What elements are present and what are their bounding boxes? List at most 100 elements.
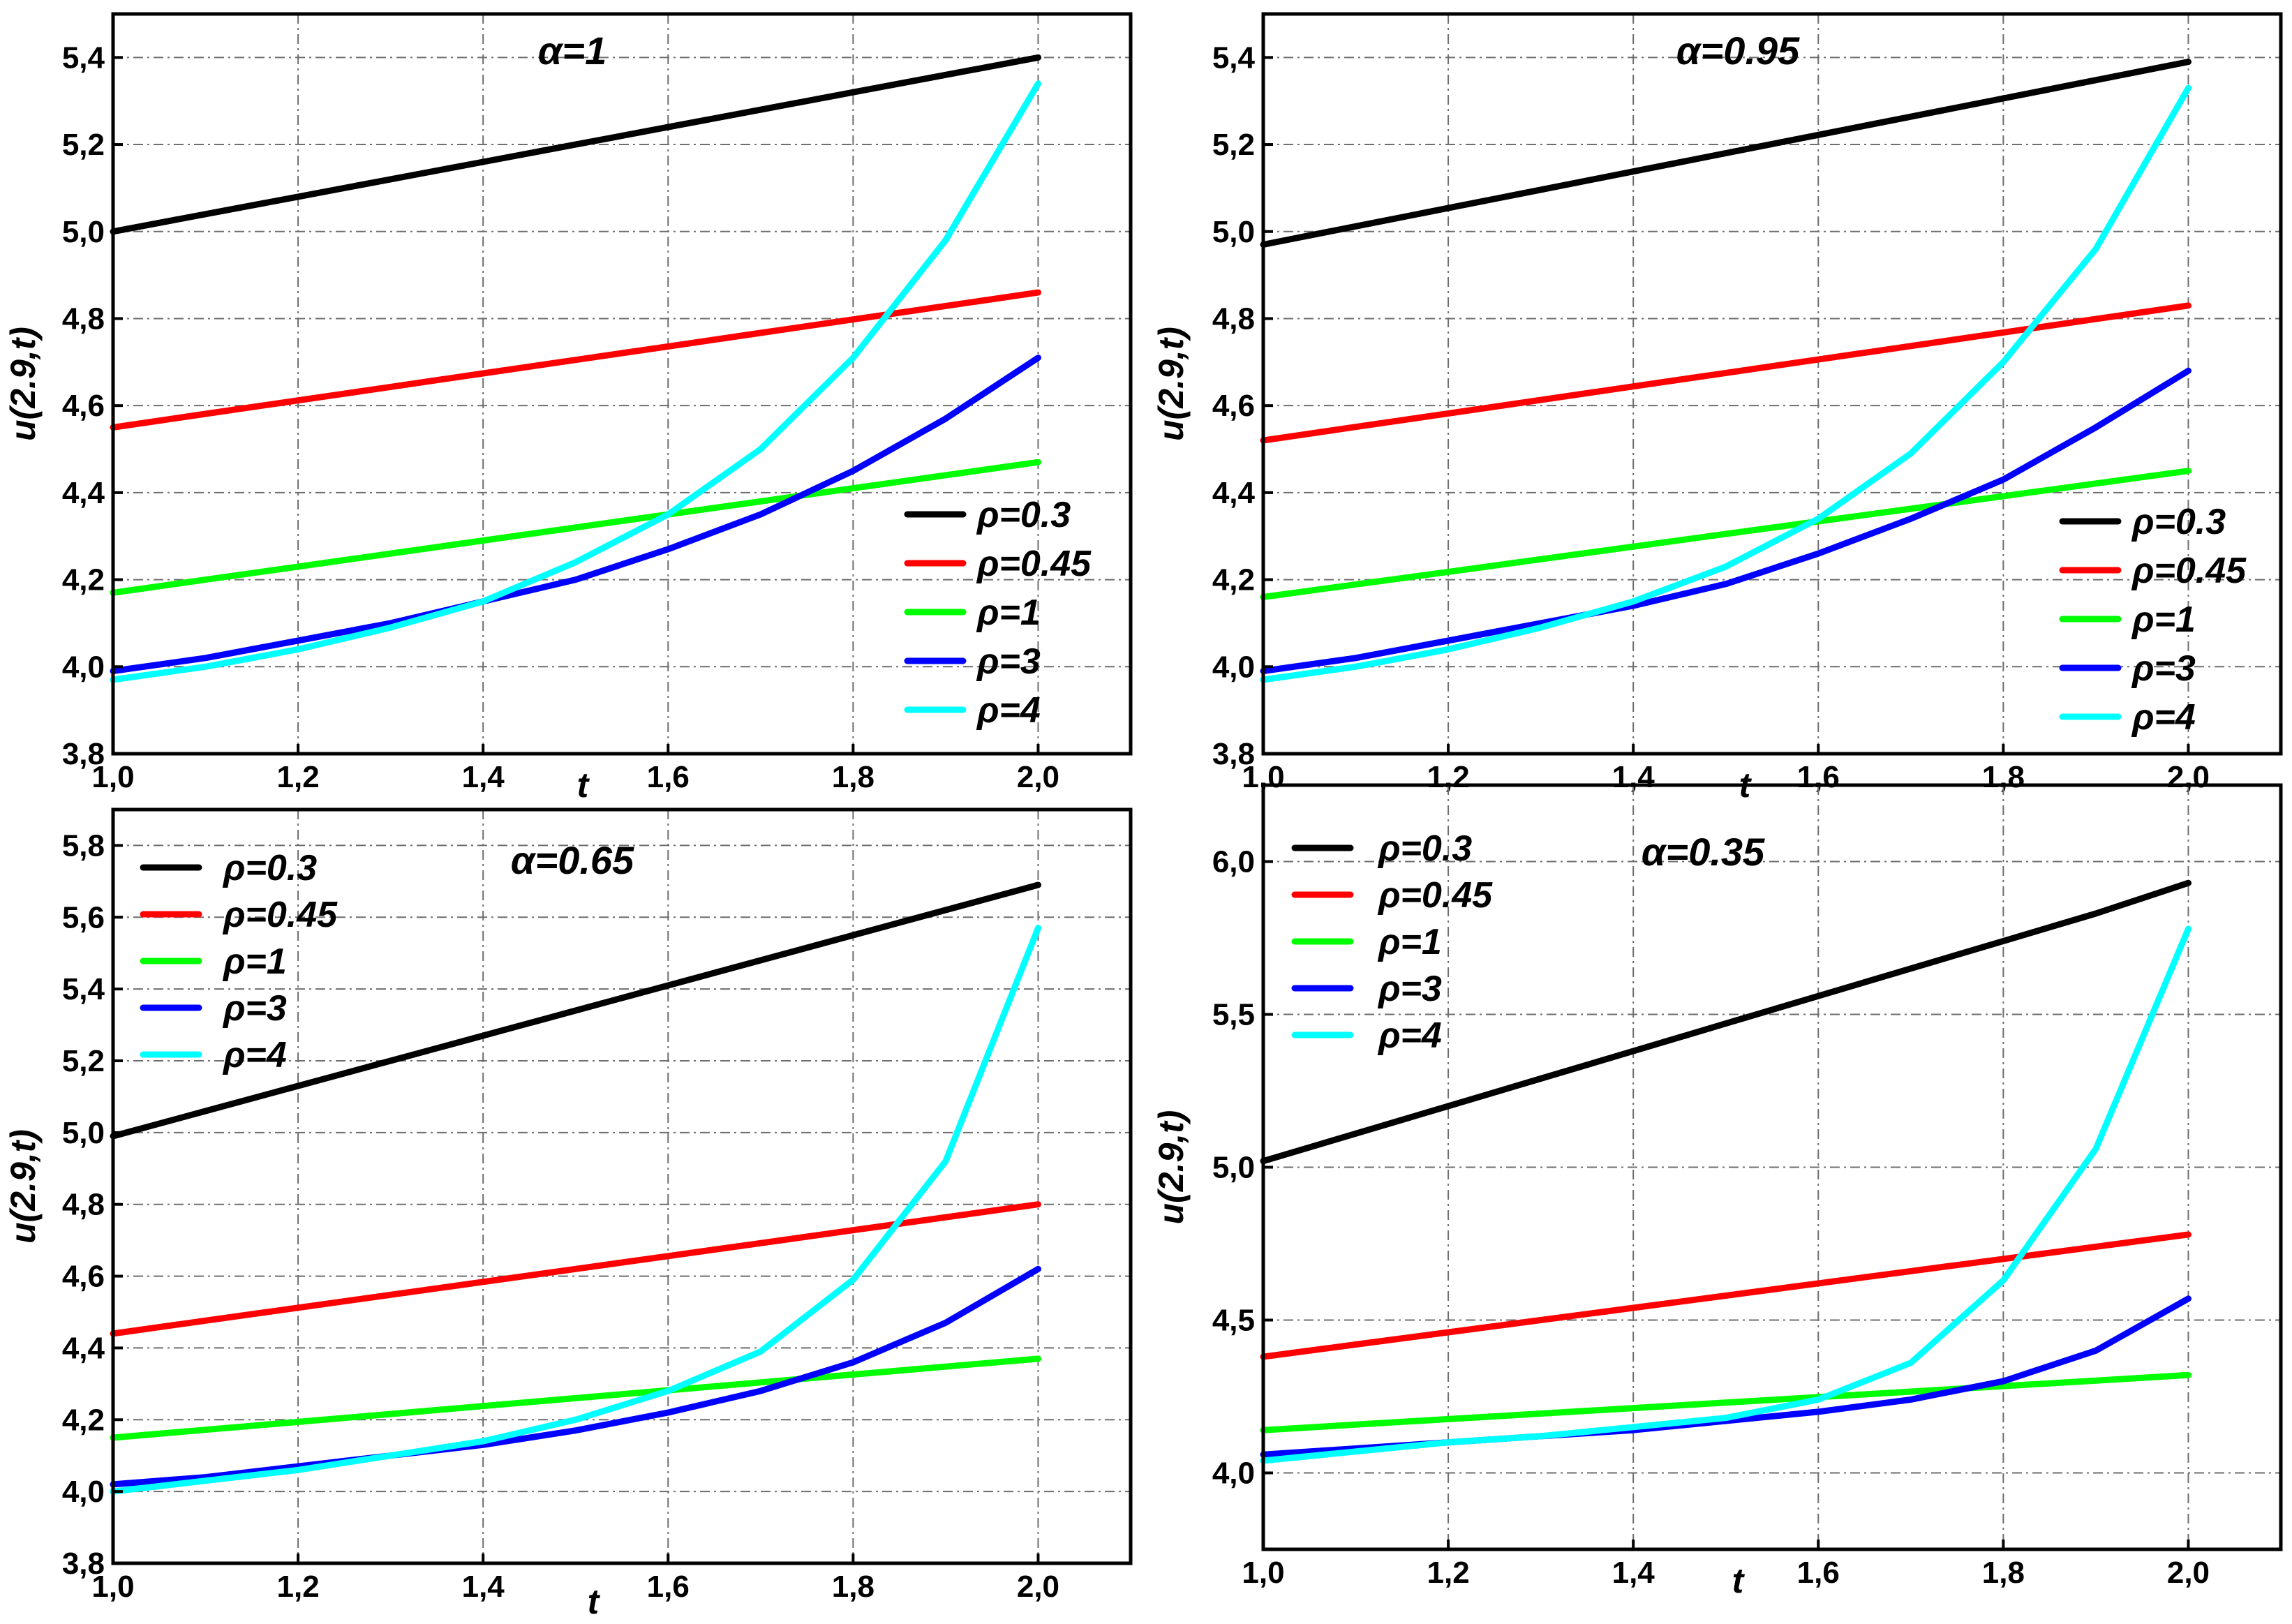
x-tick-label: 1,2	[1427, 1556, 1470, 1590]
legend: ρ=0.3 ρ=0.45 ρ=1 ρ=3 ρ=4	[2059, 502, 2247, 738]
series-line-ρ=1	[110, 459, 1041, 596]
series-line-ρ=1	[1260, 468, 2191, 600]
chart-panel-1: 1,0 1,2 1,4 1,6 1,8 2,0 3,8 4,0 4,2 4,4 4,6 4,8 5,0 5…	[3, 12, 1133, 805]
x-tick-label: 2,0	[1017, 760, 1059, 794]
legend-label: ρ=1	[976, 593, 1041, 633]
chart-title: α=0.35	[1642, 830, 1765, 874]
y-tick-label: 5,6	[62, 900, 105, 934]
legend-label: ρ=1	[1377, 922, 1442, 962]
chart-panel-3: 1,0 1,2 1,4 1,6 1,8 2,0 3,8 4,0 4,2 4,4 4,6 4,8 5,0 5…	[3, 807, 1133, 1621]
x-axis-label: t	[577, 766, 590, 805]
x-axis-label: t	[588, 1582, 601, 1621]
y-tick-label: 4,6	[1212, 389, 1255, 423]
y-tick-label: 5,0	[1212, 215, 1255, 249]
series-line-ρ=0.3	[110, 881, 1041, 1140]
series-line-ρ=4	[110, 80, 1041, 683]
x-tick-label: 1,0	[91, 1570, 134, 1604]
series-line-ρ=4	[1260, 925, 2191, 1464]
y-tick-label: 5,4	[62, 972, 105, 1006]
series-line-ρ=0.3	[1260, 59, 2191, 248]
y-axis-label: u(2.9,t)	[3, 1129, 43, 1244]
series-line-ρ=1	[110, 1355, 1041, 1441]
legend-label: ρ=0.45	[222, 895, 338, 935]
x-axis-label: t	[1732, 1561, 1746, 1600]
legend-label: ρ=4	[222, 1035, 287, 1075]
series-line-ρ=0.45	[110, 1201, 1041, 1337]
legend: ρ=0.3 ρ=0.45 ρ=1 ρ=3 ρ=4	[904, 495, 1092, 731]
y-tick-label: 4,8	[1212, 301, 1255, 336]
y-tick-label: 5,2	[1212, 128, 1255, 162]
y-tick-label: 4,6	[62, 1260, 105, 1294]
y-tick-label: 4,4	[1212, 476, 1256, 510]
x-tick-label: 1,2	[277, 760, 320, 794]
x-tick-label: 1,0	[1242, 1556, 1284, 1590]
legend-label: ρ=4	[976, 690, 1041, 731]
y-tick-label: 5,8	[62, 828, 105, 863]
y-tick-label: 4,0	[62, 650, 105, 684]
legend-label: ρ=0.45	[1377, 875, 1493, 916]
y-tick-label: 3,8	[62, 737, 105, 771]
series-line-ρ=3	[110, 1265, 1041, 1488]
plot-frame	[1261, 12, 2283, 756]
chart-title: α=0.95	[1676, 29, 1800, 73]
y-tick-label: 3,8	[1212, 737, 1255, 771]
y-tick-label: 5,0	[62, 1116, 105, 1150]
series-line-ρ=0.3	[110, 54, 1041, 235]
legend-label: ρ=0.45	[976, 544, 1092, 584]
plot-frame	[111, 807, 1133, 1565]
x-tick-label: 2,0	[2167, 1556, 2210, 1590]
y-tick-label: 5,0	[62, 215, 105, 249]
y-tick-label: 4,8	[62, 1188, 105, 1222]
y-tick-label: 5,0	[1212, 1151, 1255, 1185]
y-axis-label: u(2.9,t)	[1152, 327, 1191, 441]
legend-label: ρ=0.3	[1377, 828, 1472, 869]
x-tick-label: 1,0	[91, 760, 134, 794]
x-tick-label: 1,6	[647, 1570, 690, 1604]
x-tick-label: 1,4	[462, 760, 505, 794]
x-tick-label: 1,8	[832, 760, 875, 794]
legend-label: ρ=0.3	[2131, 502, 2226, 542]
y-tick-label: 4,2	[1212, 563, 1255, 597]
legend: ρ=0.3 ρ=0.45 ρ=1 ρ=3 ρ=4	[1291, 828, 1493, 1056]
y-axis-label: u(2.9,t)	[1152, 1110, 1191, 1225]
legend-label: ρ=3	[976, 641, 1041, 682]
x-tick-label: 1,6	[647, 760, 690, 794]
y-tick-label: 3,8	[62, 1547, 105, 1581]
y-tick-label: 4,0	[1212, 1457, 1255, 1491]
y-tick-label: 4,4	[62, 476, 105, 510]
plot-frame	[111, 12, 1133, 756]
y-tick-label: 6,0	[1212, 845, 1255, 879]
series-line-ρ=4	[110, 925, 1041, 1495]
y-tick-label: 4,5	[1212, 1304, 1255, 1338]
legend: ρ=0.3 ρ=0.45 ρ=1 ρ=3 ρ=4	[140, 848, 338, 1075]
legend-label: ρ=4	[2131, 697, 2196, 738]
series-line-ρ=3	[110, 355, 1041, 674]
y-tick-label: 4,4	[62, 1331, 105, 1365]
y-tick-label: 4,2	[62, 1403, 105, 1437]
series-line-ρ=3	[1260, 367, 2191, 674]
x-tick-label: 1,4	[462, 1570, 505, 1604]
series-line-ρ=1	[1260, 1371, 2191, 1433]
y-tick-label: 4,0	[1212, 650, 1255, 684]
x-tick-label: 1,6	[1797, 1556, 1840, 1590]
y-axis-label: u(2.9,t)	[3, 327, 43, 441]
legend-label: ρ=0.45	[2131, 551, 2247, 591]
x-tick-label: 2,0	[1017, 1570, 1059, 1604]
x-tick-label: 1,2	[277, 1570, 320, 1604]
y-tick-label: 5,4	[62, 40, 105, 75]
legend-label: ρ=0.3	[222, 848, 317, 888]
y-tick-label: 4,0	[62, 1475, 105, 1509]
series-line-ρ=0.3	[1260, 879, 2191, 1165]
legend-label: ρ=0.3	[976, 495, 1071, 535]
y-tick-label: 5,4	[1212, 40, 1256, 75]
chart-title: α=1	[538, 29, 607, 73]
legend-label: ρ=3	[222, 988, 287, 1029]
y-tick-label: 5,2	[62, 128, 105, 162]
chart-panel-2: 1,0 1,2 1,4 1,6 1,8 2,03,84,04,24,44,64,85,05…	[1152, 12, 2283, 805]
legend-label: ρ=4	[1377, 1015, 1442, 1056]
x-tick-label: 1,8	[832, 1570, 875, 1604]
y-tick-label: 5,5	[1212, 998, 1255, 1032]
y-tick-label: 5,2	[62, 1044, 105, 1078]
series-line-ρ=4	[1260, 84, 2191, 683]
